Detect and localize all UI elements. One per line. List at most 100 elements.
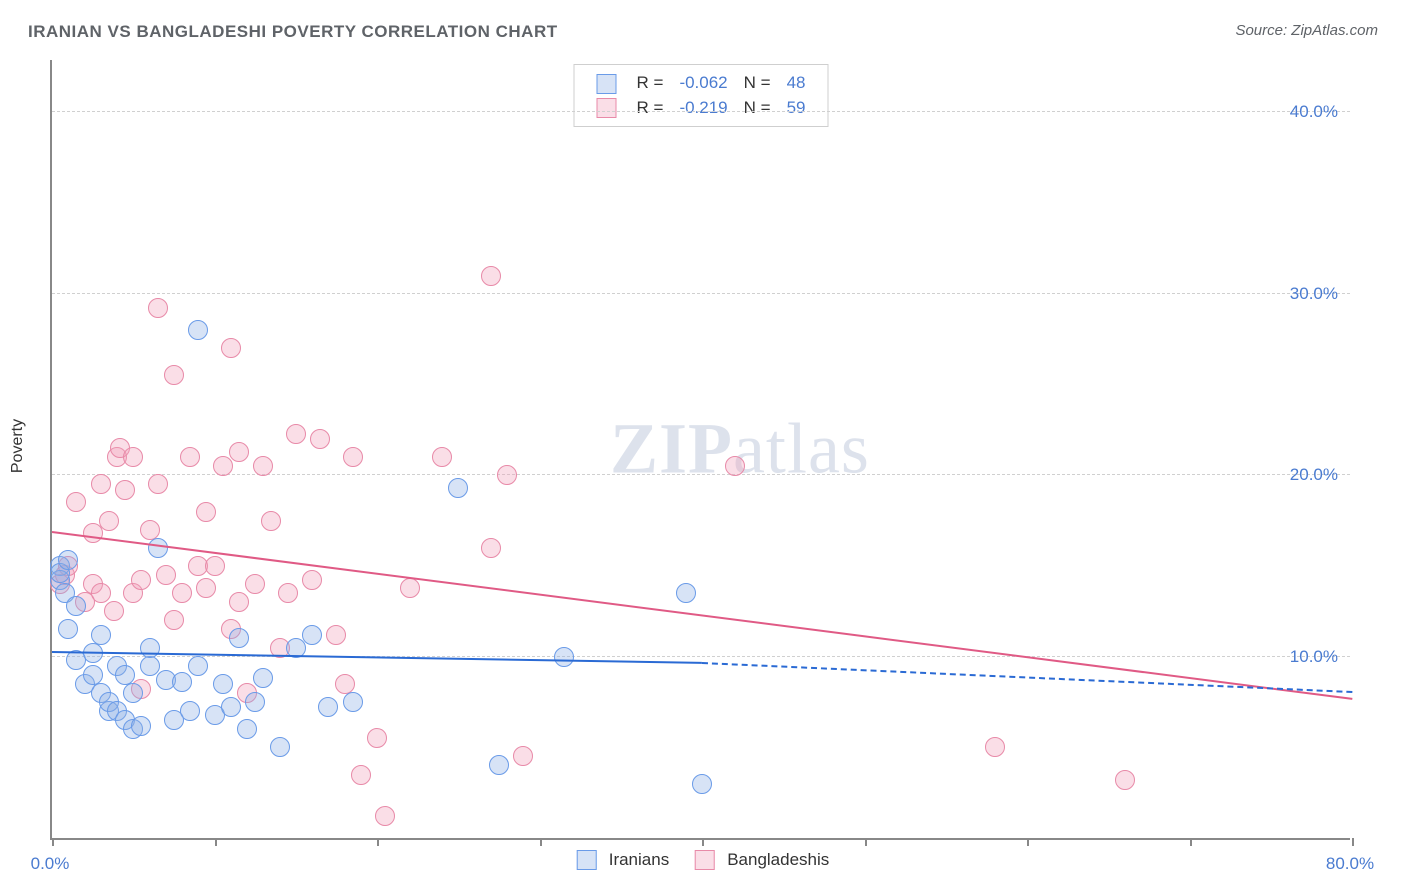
n-label: N = [736, 71, 779, 96]
data-point-bangladeshis [335, 674, 355, 694]
data-point-bangladeshis [180, 447, 200, 467]
data-point-bangladeshis [205, 556, 225, 576]
plot-area: ZIPatlas R = -0.062 N = 48 R = -0.219 N … [50, 60, 1350, 840]
x-tick [1190, 838, 1192, 846]
watermark-light: atlas [733, 409, 870, 489]
data-point-bangladeshis [172, 583, 192, 603]
legend-label: Iranians [609, 850, 669, 870]
data-point-bangladeshis [115, 480, 135, 500]
data-point-iranians [253, 668, 273, 688]
trend-line [702, 662, 1352, 693]
data-point-bangladeshis [245, 574, 265, 594]
n-label: N = [736, 96, 779, 121]
data-point-iranians [91, 625, 111, 645]
data-point-iranians [123, 683, 143, 703]
data-point-bangladeshis [123, 447, 143, 467]
watermark: ZIPatlas [610, 408, 870, 491]
data-point-bangladeshis [148, 474, 168, 494]
chart-container: IRANIAN VS BANGLADESHI POVERTY CORRELATI… [0, 0, 1406, 892]
data-point-bangladeshis [221, 338, 241, 358]
source-label: Source: ZipAtlas.com [1235, 22, 1378, 39]
legend-row-bangladeshis: R = -0.219 N = 59 [589, 96, 814, 121]
data-point-iranians [318, 697, 338, 717]
data-point-iranians [676, 583, 696, 603]
data-point-bangladeshis [156, 565, 176, 585]
gridline [52, 111, 1350, 112]
data-point-iranians [131, 716, 151, 736]
series-legend: Iranians Bangladeshis [577, 850, 830, 870]
data-point-bangladeshis [481, 538, 501, 558]
data-point-bangladeshis [91, 583, 111, 603]
data-point-bangladeshis [351, 765, 371, 785]
r-label: R = [629, 96, 672, 121]
data-point-bangladeshis [66, 492, 86, 512]
data-point-bangladeshis [481, 266, 501, 286]
data-point-bangladeshis [400, 578, 420, 598]
y-tick-label: 30.0% [1290, 284, 1338, 304]
trend-line [52, 531, 1352, 700]
data-point-iranians [188, 320, 208, 340]
data-point-iranians [489, 755, 509, 775]
watermark-bold: ZIP [610, 409, 733, 489]
x-tick [52, 838, 54, 846]
data-point-bangladeshis [302, 570, 322, 590]
r-value-iranians: -0.062 [671, 71, 735, 96]
data-point-bangladeshis [99, 511, 119, 531]
legend-item-bangladeshis: Bangladeshis [695, 850, 829, 870]
data-point-iranians [188, 656, 208, 676]
data-point-iranians [58, 550, 78, 570]
data-point-iranians [140, 656, 160, 676]
data-point-iranians [58, 619, 78, 639]
data-point-iranians [83, 665, 103, 685]
data-point-iranians [554, 647, 574, 667]
data-point-bangladeshis [278, 583, 298, 603]
legend-row-iranians: R = -0.062 N = 48 [589, 71, 814, 96]
gridline [52, 293, 1350, 294]
n-value-iranians: 48 [779, 71, 814, 96]
x-tick [865, 838, 867, 846]
data-point-bangladeshis [196, 502, 216, 522]
data-point-bangladeshis [367, 728, 387, 748]
data-point-bangladeshis [310, 429, 330, 449]
data-point-bangladeshis [286, 424, 306, 444]
legend-label: Bangladeshis [727, 850, 829, 870]
data-point-bangladeshis [985, 737, 1005, 757]
data-point-bangladeshis [1115, 770, 1135, 790]
data-point-bangladeshis [213, 456, 233, 476]
data-point-bangladeshis [229, 442, 249, 462]
data-point-iranians [115, 665, 135, 685]
r-label: R = [629, 71, 672, 96]
gridline [52, 474, 1350, 475]
chart-title: IRANIAN VS BANGLADESHI POVERTY CORRELATI… [28, 22, 558, 42]
data-point-bangladeshis [253, 456, 273, 476]
swatch-iranians [577, 850, 597, 870]
data-point-bangladeshis [91, 474, 111, 494]
x-tick [377, 838, 379, 846]
data-point-bangladeshis [513, 746, 533, 766]
data-point-iranians [343, 692, 363, 712]
data-point-bangladeshis [432, 447, 452, 467]
r-value-bangladeshis: -0.219 [671, 96, 735, 121]
swatch-bangladeshis [597, 98, 617, 118]
data-point-bangladeshis [196, 578, 216, 598]
data-point-bangladeshis [326, 625, 346, 645]
legend-item-iranians: Iranians [577, 850, 669, 870]
data-point-iranians [229, 628, 249, 648]
data-point-iranians [245, 692, 265, 712]
data-point-iranians [180, 701, 200, 721]
data-point-iranians [213, 674, 233, 694]
correlation-legend: R = -0.062 N = 48 R = -0.219 N = 59 [574, 64, 829, 127]
x-tick [540, 838, 542, 846]
swatch-bangladeshis [695, 850, 715, 870]
n-value-bangladeshis: 59 [779, 96, 814, 121]
data-point-bangladeshis [140, 520, 160, 540]
y-tick-label: 40.0% [1290, 102, 1338, 122]
data-point-bangladeshis [261, 511, 281, 531]
y-tick-label: 20.0% [1290, 465, 1338, 485]
swatch-iranians [597, 74, 617, 94]
data-point-bangladeshis [83, 523, 103, 543]
data-point-bangladeshis [164, 365, 184, 385]
x-tick [1352, 838, 1354, 846]
data-point-bangladeshis [497, 465, 517, 485]
data-point-iranians [148, 538, 168, 558]
